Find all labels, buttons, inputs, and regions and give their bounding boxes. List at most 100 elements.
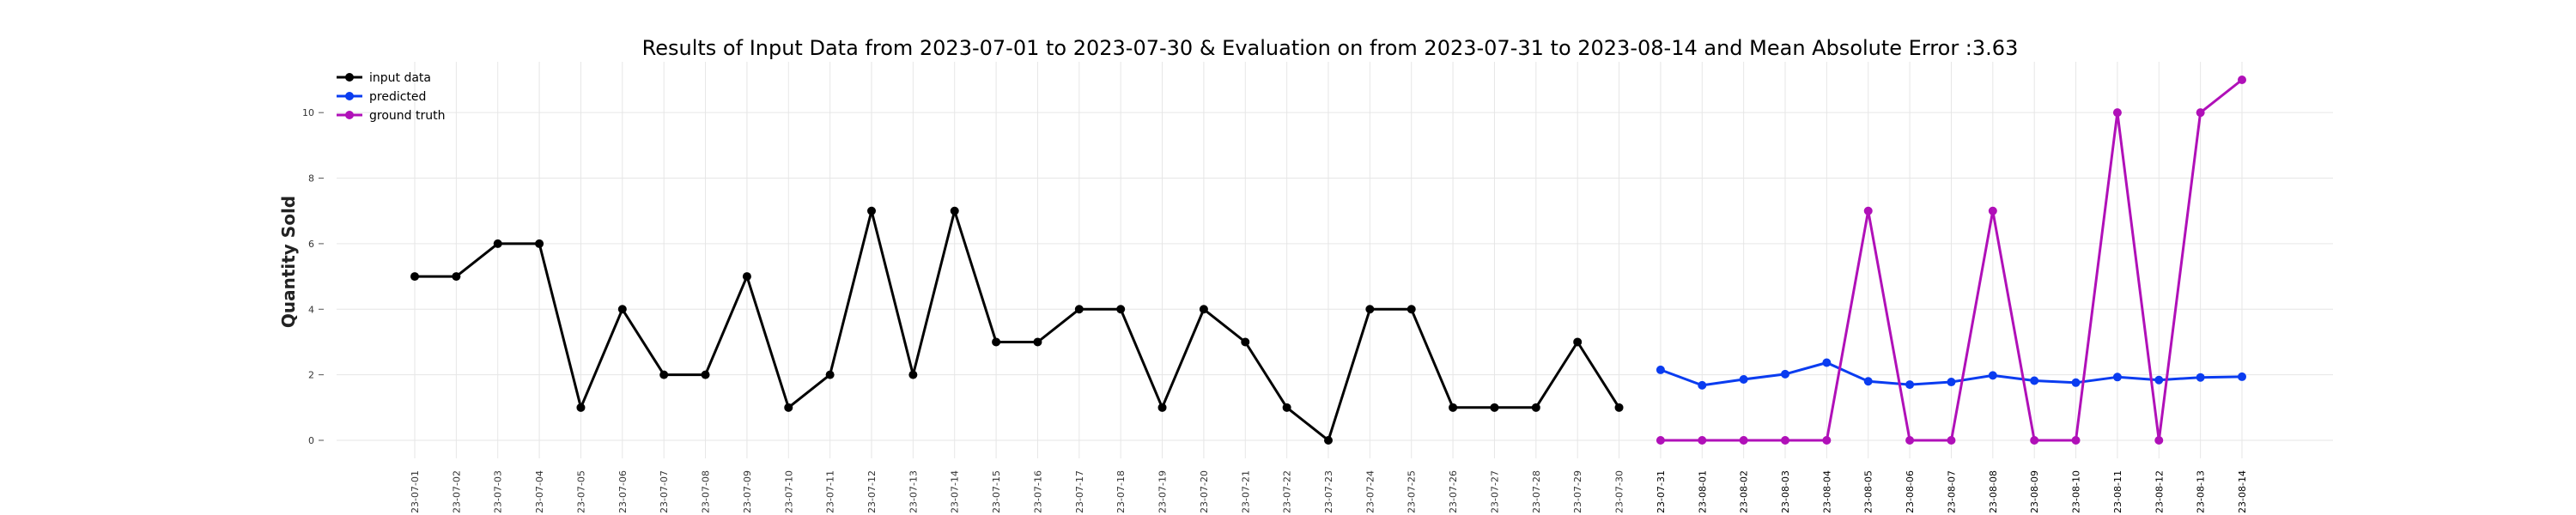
x-tick-label: 23-07-04 bbox=[534, 470, 545, 513]
data-point bbox=[659, 370, 669, 379]
x-tick-label: 23-07-01 bbox=[410, 470, 421, 513]
data-point bbox=[1282, 403, 1291, 412]
x-tick-label: 23-07-26 bbox=[1448, 470, 1459, 513]
series-ground-truth bbox=[1656, 76, 2246, 445]
data-point bbox=[1074, 305, 1084, 314]
x-tick-label: 23-07-29 bbox=[1572, 470, 1583, 513]
data-point bbox=[742, 272, 751, 282]
data-point bbox=[1822, 358, 1832, 367]
x-tick-label: 23-07-18 bbox=[1115, 470, 1127, 513]
data-point bbox=[2071, 378, 2081, 387]
data-point bbox=[410, 272, 419, 282]
data-point bbox=[1033, 337, 1042, 347]
data-point bbox=[1781, 369, 1789, 379]
data-point bbox=[2071, 436, 2081, 445]
data-point bbox=[1988, 371, 1997, 380]
data-point bbox=[535, 239, 544, 248]
x-tick-label: 23-08-12 bbox=[2154, 470, 2165, 513]
x-tick-label: 23-08-05 bbox=[1863, 470, 1874, 513]
x-tick-label: 23-07-31 bbox=[1656, 470, 1667, 513]
data-point bbox=[2154, 375, 2164, 385]
legend-item: input data bbox=[337, 71, 431, 85]
data-point bbox=[1698, 436, 1707, 445]
data-point bbox=[1739, 374, 1748, 384]
x-tick-label: 23-07-09 bbox=[742, 470, 753, 513]
data-point bbox=[1863, 206, 1873, 215]
series-layer bbox=[410, 76, 2246, 445]
x-tick-label: 23-07-25 bbox=[1406, 470, 1418, 513]
x-tick-label: 23-07-24 bbox=[1364, 470, 1376, 513]
x-tick-label: 23-07-10 bbox=[783, 470, 794, 513]
legend-label: predicted bbox=[369, 90, 426, 104]
x-tick-label: 23-08-13 bbox=[2196, 470, 2207, 513]
data-point bbox=[1614, 403, 1624, 412]
x-tick-label: 23-07-20 bbox=[1199, 470, 1210, 513]
data-point bbox=[1157, 403, 1167, 412]
x-tick-label: 23-08-14 bbox=[2237, 470, 2248, 513]
data-point bbox=[1406, 305, 1416, 314]
data-point bbox=[1656, 365, 1665, 374]
legend: input data predicted ground truth bbox=[337, 71, 445, 123]
x-tick-label: 23-07-21 bbox=[1240, 470, 1251, 513]
x-tick-label: 23-07-27 bbox=[1489, 470, 1500, 513]
x-tick-label: 23-07-06 bbox=[617, 470, 629, 513]
data-point bbox=[2154, 436, 2164, 445]
data-point bbox=[1739, 436, 1748, 445]
data-point bbox=[1781, 436, 1789, 445]
data-point bbox=[1365, 305, 1375, 314]
y-tick-label: 10 bbox=[302, 107, 314, 118]
x-tick-label: 23-08-08 bbox=[1988, 470, 1999, 513]
y-tick-label: 4 bbox=[308, 304, 314, 315]
x-tick-label: 23-07-28 bbox=[1531, 470, 1542, 513]
legend-marker bbox=[345, 92, 354, 100]
x-tick-label: 23-08-02 bbox=[1739, 470, 1750, 513]
y-tick-label: 2 bbox=[308, 370, 314, 381]
data-point bbox=[1905, 436, 1915, 445]
x-tick-label: 23-07-03 bbox=[493, 470, 504, 513]
data-point bbox=[576, 403, 586, 412]
x-tick-label: 23-07-11 bbox=[825, 470, 836, 513]
x-tick-label: 23-08-10 bbox=[2071, 470, 2082, 513]
data-point bbox=[1199, 305, 1208, 314]
data-point bbox=[784, 403, 793, 412]
data-point bbox=[452, 272, 461, 282]
data-point bbox=[1241, 337, 1250, 347]
y-tick-label: 6 bbox=[308, 239, 314, 250]
legend-marker bbox=[345, 73, 354, 82]
x-tick-label: 23-07-12 bbox=[866, 470, 878, 513]
grid-layer bbox=[337, 62, 2333, 458]
x-tick-label: 23-08-09 bbox=[2029, 470, 2040, 513]
data-point bbox=[992, 337, 1001, 347]
x-tick-label: 23-08-11 bbox=[2112, 470, 2123, 513]
x-tick-label: 23-07-02 bbox=[451, 470, 462, 513]
data-point bbox=[2196, 373, 2205, 382]
data-point bbox=[2238, 76, 2246, 84]
x-tick-label: 23-07-13 bbox=[908, 470, 919, 513]
x-tick-label: 23-08-04 bbox=[1821, 470, 1832, 513]
data-point bbox=[1324, 436, 1333, 445]
data-point bbox=[1656, 436, 1665, 445]
series-predicted bbox=[1656, 358, 2246, 390]
legend-item: ground truth bbox=[337, 109, 445, 123]
x-tick-label: 23-07-17 bbox=[1074, 470, 1085, 513]
data-point bbox=[1988, 206, 1997, 215]
x-tick-label: 23-07-16 bbox=[1032, 470, 1043, 513]
data-point bbox=[701, 370, 710, 379]
data-point bbox=[2112, 373, 2122, 382]
x-tick-label: 23-07-23 bbox=[1323, 470, 1334, 513]
y-axis: 0 2 4 6 8 10 bbox=[302, 107, 324, 446]
data-point bbox=[2112, 108, 2122, 118]
data-point bbox=[825, 370, 835, 379]
x-tick-label: 23-07-19 bbox=[1157, 470, 1169, 513]
data-point bbox=[2030, 376, 2039, 385]
x-tick-label: 23-08-03 bbox=[1780, 470, 1791, 513]
data-point bbox=[1947, 378, 1956, 387]
data-point bbox=[1863, 377, 1873, 386]
data-point bbox=[908, 370, 918, 379]
data-point bbox=[1822, 436, 1832, 445]
series-input-data bbox=[410, 206, 1624, 445]
series-line bbox=[415, 209, 1620, 442]
x-tick-label: 23-08-06 bbox=[1905, 470, 1916, 513]
